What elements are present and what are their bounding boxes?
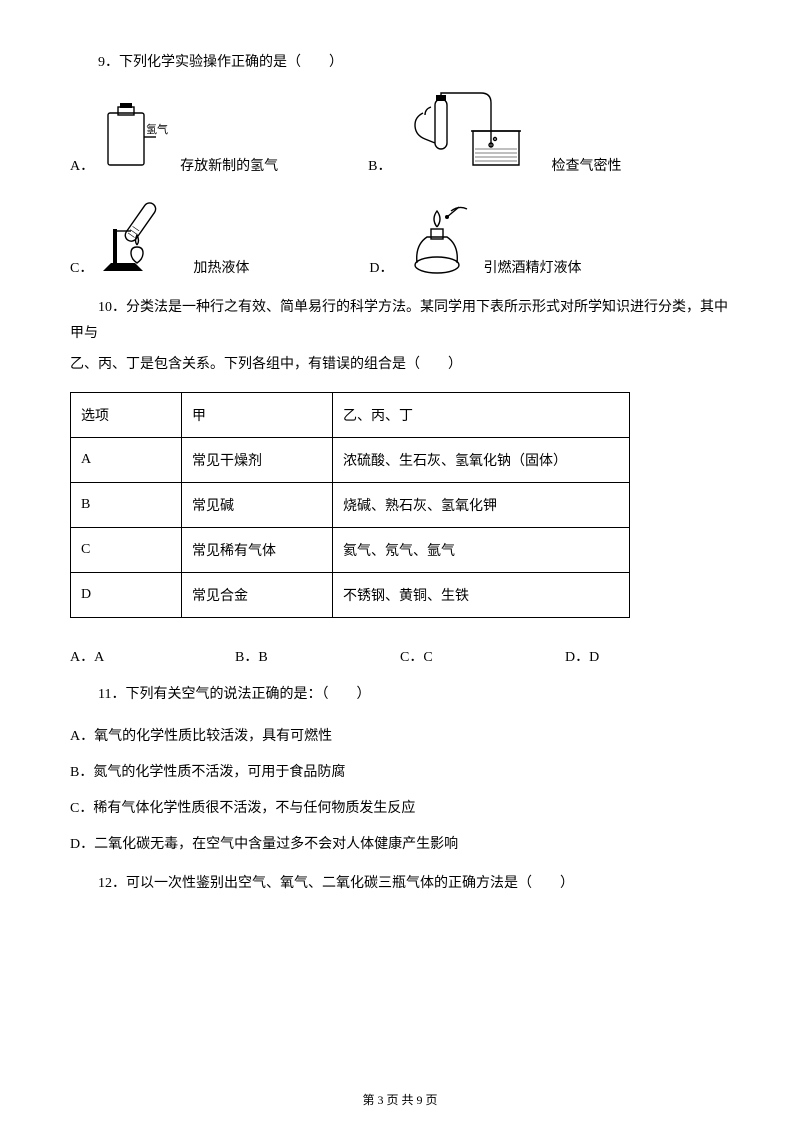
- q9-opt-c-text: 加热液体: [193, 257, 249, 277]
- table-cell: 氦气、氖气、氩气: [333, 528, 630, 573]
- q9-opt-a-label: A．: [70, 155, 94, 175]
- q9-opt-c: C．: [70, 193, 249, 277]
- q11-options: A．氧气的化学性质比较活泼，具有可燃性 B．氮气的化学性质不活泼，可用于食品防腐…: [70, 723, 730, 859]
- q10-choice-d: D．D: [565, 646, 730, 666]
- q9-stem: 9．下列化学实验操作正确的是（ ）: [70, 50, 730, 77]
- q9-opt-b-icon: [395, 91, 545, 175]
- q9-opt-b-label: B．: [368, 155, 391, 175]
- table-cell: 常见干燥剂: [182, 438, 333, 483]
- q9-opt-c-icon: [97, 193, 187, 277]
- q9-opt-a-text: 存放新制的氢气: [180, 155, 278, 175]
- q9-opt-c-label: C．: [70, 257, 93, 277]
- table-cell: A: [71, 438, 182, 483]
- q9-options-row1: A． 氢气 存放新制的氢气 B．: [70, 91, 730, 175]
- table-row: C 常见稀有气体 氦气、氖气、氩气: [71, 528, 630, 573]
- table-cell: 常见合金: [182, 573, 333, 618]
- q10-table: 选项 甲 乙、丙、丁 A 常见干燥剂 浓硫酸、生石灰、氢氧化钠（固体） B 常见…: [70, 392, 630, 618]
- table-row: A 常见干燥剂 浓硫酸、生石灰、氢氧化钠（固体）: [71, 438, 630, 483]
- q11-opt-c: C．稀有气体化学性质很不活泼，不与任何物质发生反应: [70, 795, 730, 823]
- q9-opt-d-label: D．: [369, 257, 393, 277]
- q10-choice-b: B．B: [235, 646, 400, 666]
- q11-opt-d: D．二氧化碳无毒，在空气中含量过多不会对人体健康产生影响: [70, 831, 730, 859]
- table-cell: 选项: [71, 393, 182, 438]
- table-cell: 甲: [182, 393, 333, 438]
- table-cell: B: [71, 483, 182, 528]
- table-row: 选项 甲 乙、丙、丁: [71, 393, 630, 438]
- q10-choices: A．A B．B C．C D．D: [70, 646, 730, 666]
- table-cell: D: [71, 573, 182, 618]
- table-cell: 烧碱、熟石灰、氢氧化钾: [333, 483, 630, 528]
- q11-opt-a: A．氧气的化学性质比较活泼，具有可燃性: [70, 723, 730, 751]
- q9-opt-d-text: 引燃酒精灯液体: [483, 257, 581, 277]
- table-cell: 乙、丙、丁: [333, 393, 630, 438]
- q9-options-row2: C．: [70, 193, 730, 277]
- q10-stem-line2: 乙、丙、丁是包含关系。下列各组中，有错误的组合是（ ）: [70, 352, 730, 379]
- q10-choice-c: C．C: [400, 646, 565, 666]
- q9-opt-d: D． 引燃酒精灯液体: [369, 193, 581, 277]
- q12-stem: 12．可以一次性鉴别出空气、氧气、二氧化碳三瓶气体的正确方法是（ ）: [70, 871, 730, 898]
- table-cell: 浓硫酸、生石灰、氢氧化钠（固体）: [333, 438, 630, 483]
- table-cell: 不锈钢、黄铜、生铁: [333, 573, 630, 618]
- q9-opt-b-text: 检查气密性: [551, 155, 621, 175]
- q10-stem-line1: 10．分类法是一种行之有效、简单易行的科学方法。某同学用下表所示形式对所学知识进…: [70, 295, 730, 348]
- q9-opt-a-icon: 氢气: [98, 99, 174, 175]
- h2-label: 氢气: [146, 122, 168, 136]
- table-row: D 常见合金 不锈钢、黄铜、生铁: [71, 573, 630, 618]
- q10-choice-a: A．A: [70, 646, 235, 666]
- table-cell: C: [71, 528, 182, 573]
- table-cell: 常见稀有气体: [182, 528, 333, 573]
- table-row: B 常见碱 烧碱、熟石灰、氢氧化钾: [71, 483, 630, 528]
- q9-opt-a: A． 氢气 存放新制的氢气: [70, 99, 278, 175]
- page-footer: 第 3 页 共 9 页: [0, 1091, 800, 1108]
- q11-stem: 11．下列有关空气的说法正确的是：（ ）: [70, 682, 730, 709]
- q9-opt-b: B．: [368, 91, 621, 175]
- q11-opt-b: B．氮气的化学性质不活泼，可用于食品防腐: [70, 759, 730, 787]
- q9-opt-d-icon: [397, 193, 477, 277]
- table-cell: 常见碱: [182, 483, 333, 528]
